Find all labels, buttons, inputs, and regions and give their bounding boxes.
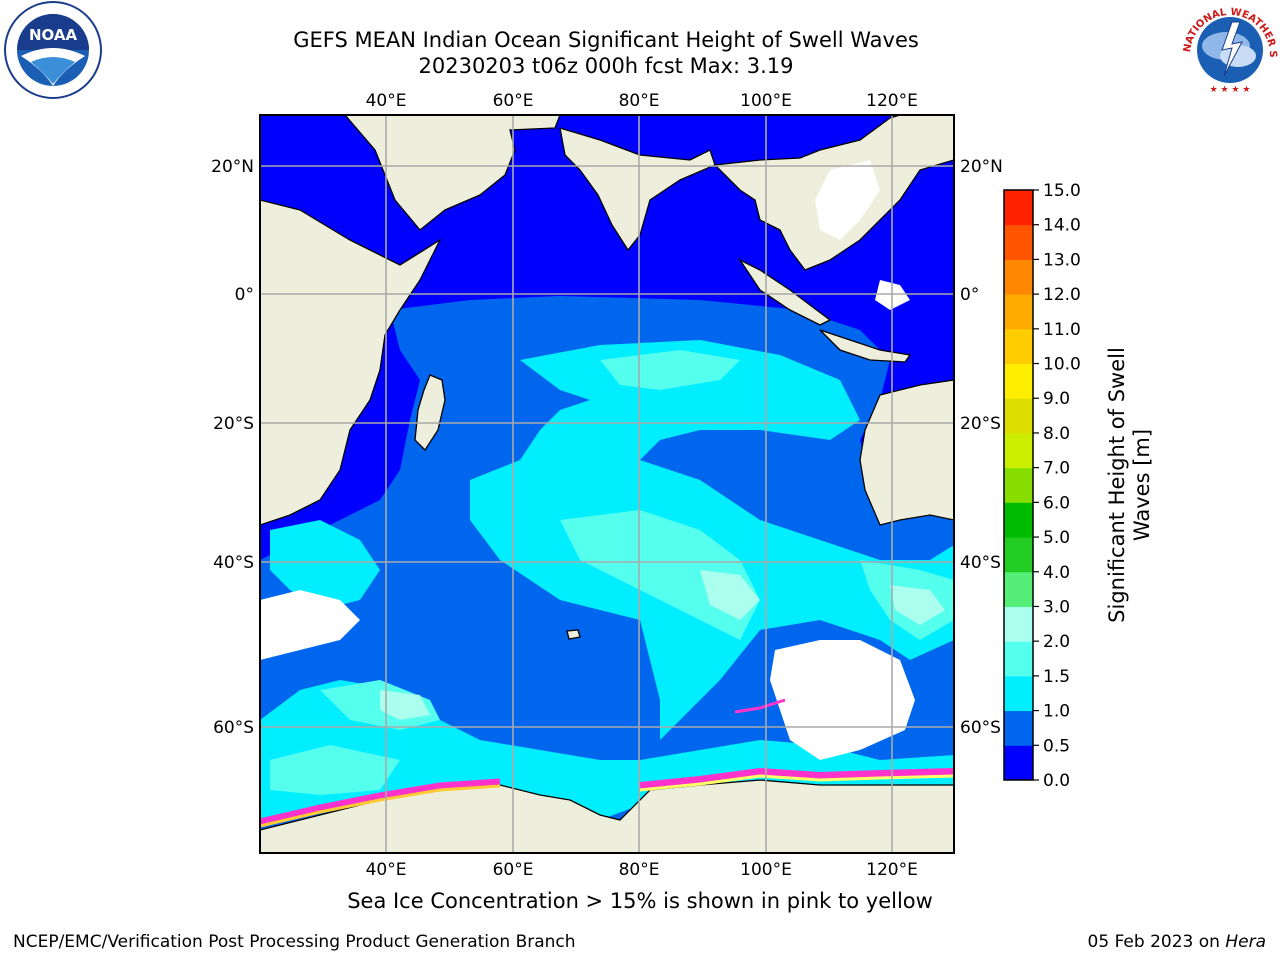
colorbar-swatch [1004, 433, 1033, 468]
lat-labels-left: 20°N 0° 20°S 40°S 60°S [211, 157, 254, 738]
lon-label: 40°E [366, 91, 407, 111]
colorbar-swatch [1004, 225, 1033, 260]
footer-machine: Hera [1225, 932, 1266, 952]
lat-label: 60°S [213, 718, 254, 738]
lon-label: 80°E [619, 860, 660, 880]
lat-label: 0° [235, 285, 254, 305]
land-kerguelen [567, 630, 580, 639]
lon-label: 120°E [866, 860, 918, 880]
lon-label: 40°E [366, 860, 407, 880]
colorbar-tick-label: 2.0 [1043, 632, 1070, 652]
lat-label: 20°N [211, 157, 254, 177]
lat-label: 20°S [960, 414, 1001, 434]
colorbar-swatch [1004, 468, 1033, 503]
colorbar-tick-label: 4.0 [1043, 563, 1070, 583]
colorbar-tick-label: 3.0 [1043, 597, 1070, 617]
colorbar-swatch [1004, 329, 1033, 364]
footer-credit: NCEP/EMC/Verification Post Processing Pr… [13, 932, 576, 952]
lon-label: 60°E [493, 91, 534, 111]
lon-labels-bottom: 40°E 60°E 80°E 100°E 120°E [366, 860, 918, 880]
colorbar-tick-label: 5.0 [1043, 528, 1070, 548]
colorbar-swatch [1004, 745, 1033, 780]
lat-label: 20°S [213, 414, 254, 434]
colorbar-tick-label: 13.0 [1043, 250, 1081, 270]
colorbar-tick-label: 1.5 [1043, 667, 1070, 687]
colorbar-tick-label: 1.0 [1043, 702, 1070, 722]
colorbar-swatch [1004, 641, 1033, 676]
lon-label: 80°E [619, 91, 660, 111]
colorbar-tick-label: 10.0 [1043, 355, 1081, 375]
colorbar: 0.0 0.5 1.0 1.5 2.0 3.0 4.0 5.0 6.0 7.0 8.0 9.0 10.0… [1004, 181, 1081, 791]
lat-label: 0° [960, 285, 979, 305]
colorbar-swatch [1004, 537, 1033, 572]
colorbar-tick-label: 14.0 [1043, 216, 1081, 236]
lat-label: 60°S [960, 718, 1001, 738]
colorbar-tick-label: 9.0 [1043, 389, 1070, 409]
colorbar-tick-label: 12.0 [1043, 285, 1081, 305]
colorbar-swatch [1004, 502, 1033, 537]
colorbar-tick-label: 6.0 [1043, 493, 1070, 513]
map-plot-area [260, 115, 954, 853]
lat-label: 20°N [960, 157, 1003, 177]
colorbar-swatch [1004, 364, 1033, 399]
lon-labels-top: 40°E 60°E 80°E 100°E 120°E [366, 91, 918, 111]
footer-date: 05 Feb 2023 on Hera [1088, 932, 1266, 952]
colorbar-swatch [1004, 294, 1033, 329]
colorbar-title: Significant Height of Swell Waves [m] [1105, 315, 1155, 655]
footer-date-text: 05 Feb 2023 on [1088, 932, 1226, 952]
colorbar-tick-label: 11.0 [1043, 320, 1081, 340]
lon-label: 100°E [740, 860, 792, 880]
colorbar-tick-label: 0.0 [1043, 771, 1070, 791]
colorbar-tick-label: 7.0 [1043, 459, 1070, 479]
colorbar-swatch [1004, 606, 1033, 641]
lat-labels-right: 20°N 0° 20°S 40°S 60°S [960, 157, 1003, 738]
lon-label: 60°E [493, 860, 534, 880]
lon-label: 120°E [866, 91, 918, 111]
colorbar-swatch [1004, 572, 1033, 607]
lat-label: 40°S [960, 553, 1001, 573]
colorbar-tick-label: 0.5 [1043, 736, 1070, 756]
colorbar-swatch [1004, 676, 1033, 711]
sea-ice-caption: Sea Ice Concentration > 15% is shown in … [0, 889, 1280, 913]
colorbar-tick-label: 15.0 [1043, 181, 1081, 201]
lon-label: 100°E [740, 91, 792, 111]
colorbar-swatch [1004, 398, 1033, 433]
colorbar-tick-label: 8.0 [1043, 424, 1070, 444]
colorbar-swatch [1004, 259, 1033, 294]
colorbar-swatch [1004, 190, 1033, 225]
lat-label: 40°S [213, 553, 254, 573]
colorbar-swatch [1004, 711, 1033, 746]
